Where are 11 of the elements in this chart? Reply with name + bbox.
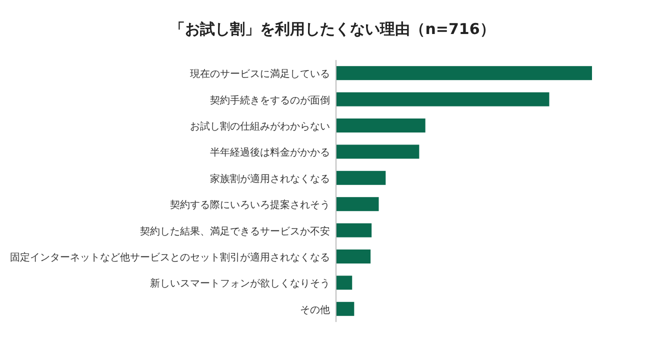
y-tick-label: 固定インターネットなど他サービスとのセット割引が適用されなくなる <box>10 252 330 264</box>
y-tick-label: 半年経過後は料金がかかる <box>210 146 330 159</box>
chart-title: 「お試し割」を利用したくない理由（n=716） <box>170 20 495 38</box>
y-tick-label: 家族割が適用されなくなる <box>210 172 330 185</box>
y-tick-label: 現在のサービスに満足している <box>190 68 330 80</box>
y-tick-label: その他 <box>300 304 330 316</box>
y-tick-label: 契約する際にいろいろ提案されそう <box>170 199 330 212</box>
y-tick-label: 新しいスマートフォンが欲しくなりそう <box>150 278 330 290</box>
y-tick-label: お試し割の仕組みがわからない <box>190 120 330 132</box>
y-tick-label: 契約した結果、満足できるサービスか不安 <box>140 225 330 238</box>
y-tick-label: 契約手続きをするのが面倒 <box>210 94 330 106</box>
